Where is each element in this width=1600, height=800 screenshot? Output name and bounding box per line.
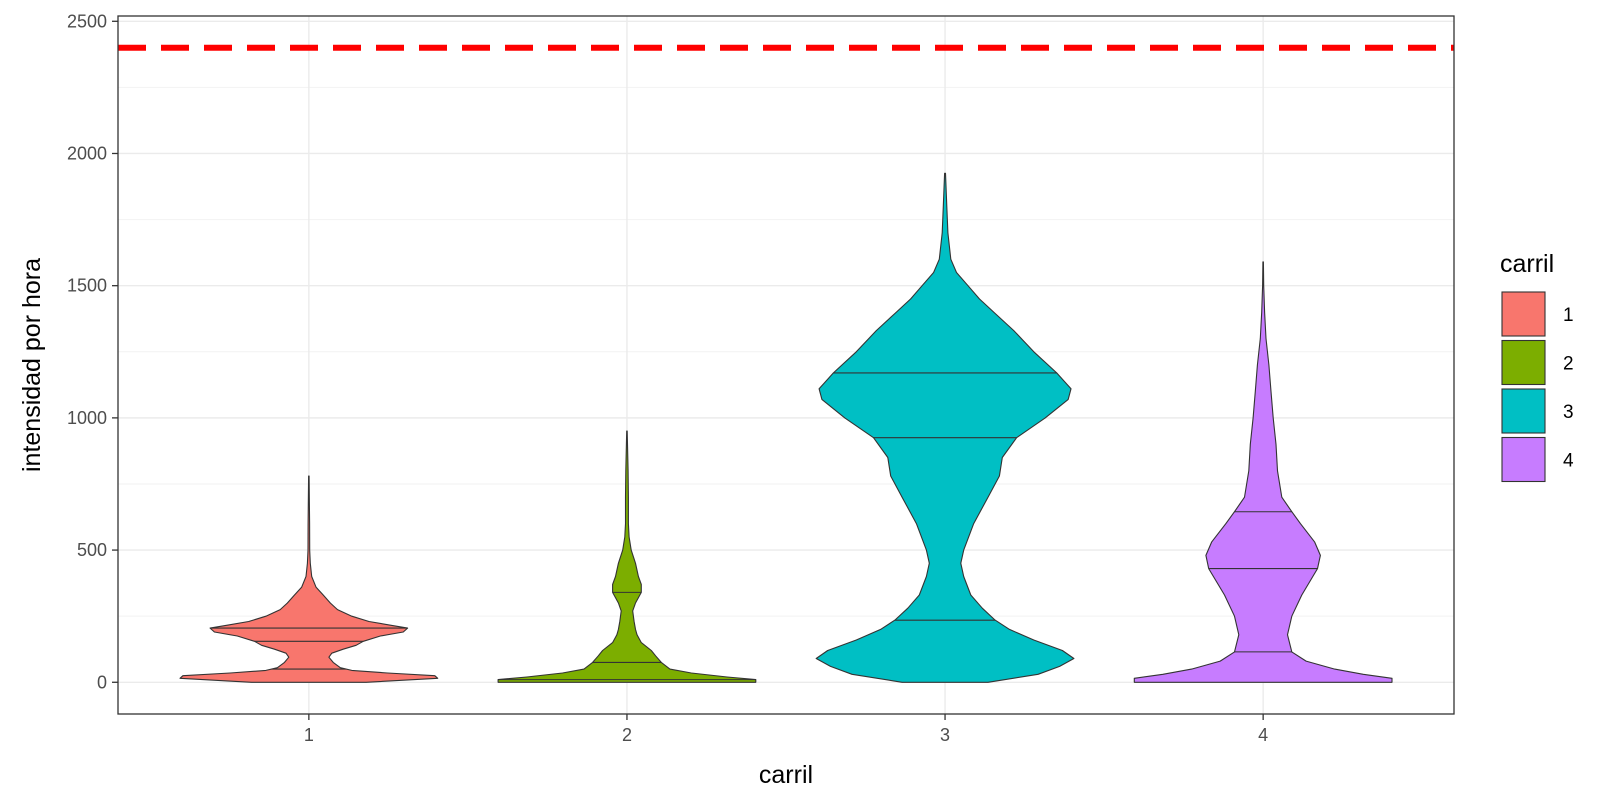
y-tick-label: 2000 [67, 143, 107, 163]
legend: carril 1 2 3 4 [1500, 250, 1574, 483]
plot-panel-border [117, 15, 1455, 715]
y-tick-label: 2500 [67, 11, 107, 31]
violin-body [497, 430, 757, 683]
legend-key [1501, 291, 1546, 337]
legend-item-4: 4 [1501, 436, 1574, 483]
x-tick-label: 3 [940, 725, 950, 745]
legend-key [1501, 436, 1546, 483]
legend-item-1: 1 [1501, 291, 1574, 337]
violin-2 [497, 430, 757, 683]
violin-body [179, 475, 439, 683]
y-tick-label: 0 [97, 672, 107, 692]
violin-1 [179, 475, 439, 683]
violins [179, 172, 1393, 683]
y-axis-title: intensidad por hora [18, 258, 46, 472]
y-tick-label: 1500 [67, 276, 107, 296]
legend-item-3: 3 [1501, 388, 1574, 434]
legend-item-2: 2 [1501, 339, 1574, 386]
legend-items: 1 2 3 4 [1501, 291, 1574, 483]
x-tick-label: 1 [304, 725, 314, 745]
axes: 0 500 1000 1500 2000 2500 1 2 3 4 [67, 11, 1268, 745]
x-tick-label: 2 [622, 725, 632, 745]
y-tick-label: 1000 [67, 408, 107, 428]
violin-3 [815, 172, 1075, 683]
legend-key [1501, 388, 1546, 434]
y-tick-label: 500 [77, 540, 107, 560]
x-tick-label: 4 [1258, 725, 1268, 745]
legend-label: 4 [1563, 451, 1574, 472]
legend-label: 3 [1563, 402, 1574, 423]
violin-body [1133, 261, 1393, 683]
legend-label: 1 [1563, 305, 1574, 326]
x-axis-title: carril [759, 761, 813, 789]
violin-body [815, 172, 1075, 683]
legend-title: carril [1500, 250, 1554, 278]
legend-key [1501, 339, 1546, 386]
violin-4 [1133, 261, 1393, 683]
legend-label: 2 [1563, 354, 1574, 375]
